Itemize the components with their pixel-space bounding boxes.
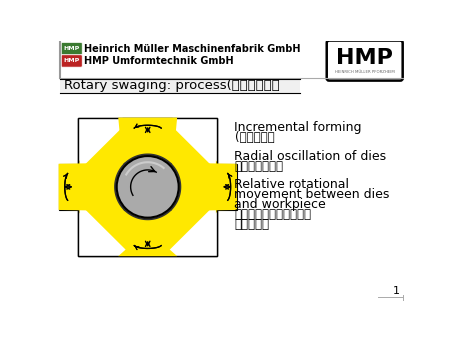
Bar <box>217 164 237 210</box>
Text: Rotary swaging: process(旋鍛：工艺）: Rotary swaging: process(旋鍛：工艺） <box>64 79 280 93</box>
Polygon shape <box>115 162 237 212</box>
Polygon shape <box>78 118 123 162</box>
Text: and workpiece: and workpiece <box>234 198 326 211</box>
Text: Relative rotational: Relative rotational <box>234 178 350 191</box>
Text: （径向振赡模）: （径向振赡模） <box>234 160 284 173</box>
Text: （在模具工件之间的径向: （在模具工件之间的径向 <box>234 208 311 221</box>
Bar <box>58 164 78 210</box>
Bar <box>78 118 217 256</box>
Text: HMP: HMP <box>63 46 80 51</box>
Text: Incremental forming: Incremental forming <box>234 121 362 135</box>
Polygon shape <box>118 208 177 256</box>
Polygon shape <box>80 204 130 255</box>
FancyBboxPatch shape <box>327 41 403 80</box>
Text: 振赡移动）: 振赡移动） <box>234 218 270 231</box>
Polygon shape <box>172 118 217 162</box>
Bar <box>78 118 217 256</box>
Polygon shape <box>78 212 123 256</box>
Text: (渐进成型）: (渐进成型） <box>234 131 274 144</box>
Text: HMP: HMP <box>63 58 80 64</box>
Text: HEINRICH MÜLLER PFORZHEIM: HEINRICH MÜLLER PFORZHEIM <box>335 70 395 74</box>
Polygon shape <box>118 118 177 166</box>
Text: HMP Umformtechnik GmbH: HMP Umformtechnik GmbH <box>84 56 234 66</box>
Polygon shape <box>172 212 217 256</box>
Bar <box>60 79 301 93</box>
Text: 1: 1 <box>392 286 400 296</box>
Polygon shape <box>80 119 130 170</box>
Text: Heinrich Müller Maschinenfabrik GmbH: Heinrich Müller Maschinenfabrik GmbH <box>84 44 301 54</box>
FancyBboxPatch shape <box>61 55 82 67</box>
Circle shape <box>117 156 179 218</box>
Polygon shape <box>165 204 216 255</box>
Polygon shape <box>165 119 216 170</box>
Text: HMP: HMP <box>336 48 393 68</box>
Polygon shape <box>58 162 180 212</box>
Text: Radial oscillation of dies: Radial oscillation of dies <box>234 150 387 163</box>
Text: movement between dies: movement between dies <box>234 188 390 201</box>
FancyBboxPatch shape <box>61 43 82 55</box>
